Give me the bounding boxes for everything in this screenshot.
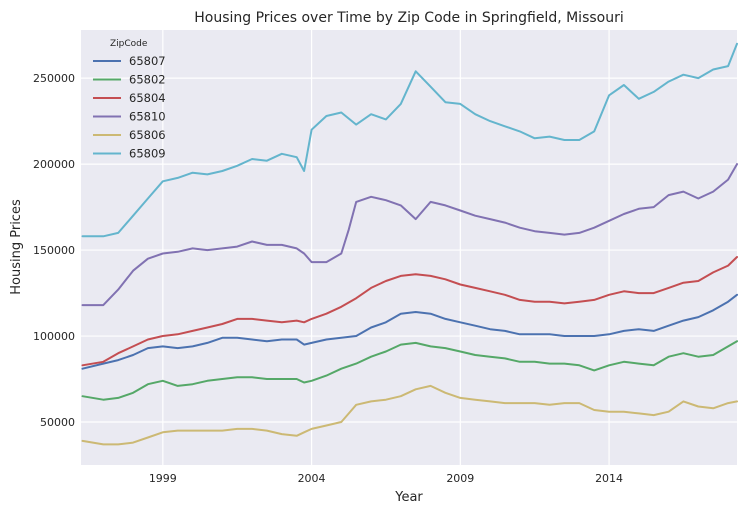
x-axis-label: Year [394, 490, 423, 505]
y-tick-label: 250000 [33, 72, 75, 85]
legend-item: 65806 [93, 128, 166, 142]
y-gridlines [81, 77, 737, 423]
y-axis-label: Housing Prices [9, 199, 24, 295]
x-tick-label: 2014 [595, 472, 623, 485]
x-tick-label: 2009 [446, 472, 474, 485]
series-line-65807 [81, 293, 738, 370]
series-lines [81, 42, 738, 446]
x-tick-labels: 1999 2004 2009 2014 [149, 472, 623, 485]
x-gridlines [162, 30, 610, 465]
y-tick-label: 150000 [33, 244, 75, 257]
x-tick-label: 1999 [149, 472, 177, 485]
legend-item: 65810 [93, 110, 166, 124]
legend-label: 65809 [129, 147, 166, 161]
legend-item: 65804 [93, 91, 166, 105]
y-tick-labels: 50000 100000 150000 200000 250000 [33, 72, 75, 429]
legend-label: 65802 [129, 73, 166, 87]
legend-title: ZipCode [110, 39, 148, 49]
legend-label: 65804 [129, 91, 166, 105]
y-tick-label: 50000 [40, 416, 75, 429]
series-line-65810 [81, 163, 738, 307]
series-line-65809 [81, 42, 738, 238]
legend-label: 65807 [129, 54, 166, 68]
plot-background [81, 30, 737, 465]
series-line-65802 [81, 340, 738, 401]
y-tick-label: 100000 [33, 330, 75, 343]
legend-item: 65802 [93, 73, 166, 87]
legend-item: 65809 [93, 147, 166, 161]
series-line-65804 [81, 256, 738, 367]
legend-label: 65810 [129, 110, 166, 124]
legend-label: 65806 [129, 128, 166, 142]
x-tick-label: 2004 [298, 472, 326, 485]
legend-item: 65807 [93, 54, 166, 68]
y-tick-label: 200000 [33, 158, 75, 171]
legend: ZipCode 65807 65802 65804 65810 65806 65809 [93, 39, 166, 161]
chart-title: Housing Prices over Time by Zip Code in … [194, 10, 624, 26]
series-line-65806 [81, 384, 738, 446]
